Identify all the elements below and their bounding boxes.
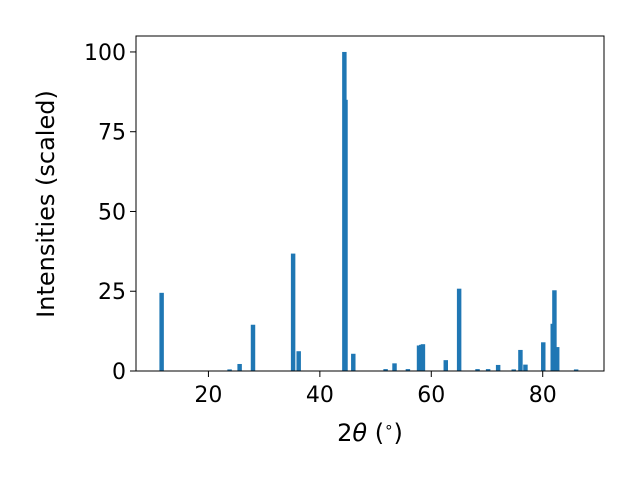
bar — [343, 99, 348, 371]
bar — [290, 253, 296, 371]
bar — [495, 364, 501, 371]
bar — [250, 324, 256, 371]
bar — [416, 345, 422, 371]
y-tick-label: 50 — [98, 200, 126, 225]
bar — [518, 349, 523, 371]
bar — [383, 369, 388, 371]
bar — [443, 360, 448, 371]
y-tick-label: 25 — [98, 280, 126, 305]
bar — [552, 290, 557, 371]
bar — [159, 292, 164, 371]
bar — [523, 364, 528, 371]
bar — [296, 351, 301, 371]
bar — [554, 347, 560, 371]
x-tick-label: 40 — [306, 383, 334, 408]
y-tick-label: 75 — [98, 121, 126, 146]
bar — [456, 288, 462, 371]
bar — [237, 363, 242, 371]
bar — [573, 369, 579, 371]
y-axis-label: Intensities (scaled) — [32, 90, 60, 318]
bar — [511, 369, 516, 371]
x-axis-ticks: 20 40 60 80 — [194, 371, 557, 408]
bar — [405, 369, 411, 371]
x-tick-label: 80 — [529, 383, 557, 408]
y-tick-label: 0 — [112, 360, 126, 385]
axes-frame — [135, 35, 605, 372]
x-axis-label: 2θ (∘) — [337, 418, 403, 447]
bar — [485, 369, 491, 371]
x-tick-label: 60 — [417, 383, 445, 408]
bar — [541, 342, 546, 371]
bar — [227, 369, 232, 371]
x-tick-label: 20 — [194, 383, 222, 408]
bar — [420, 344, 426, 371]
bar — [351, 353, 356, 371]
bar — [392, 363, 397, 371]
y-tick-label: 100 — [84, 41, 126, 66]
bars-layer — [159, 51, 579, 371]
y-axis-ticks: 0 25 50 75 100 — [84, 41, 136, 385]
bar — [475, 369, 480, 371]
